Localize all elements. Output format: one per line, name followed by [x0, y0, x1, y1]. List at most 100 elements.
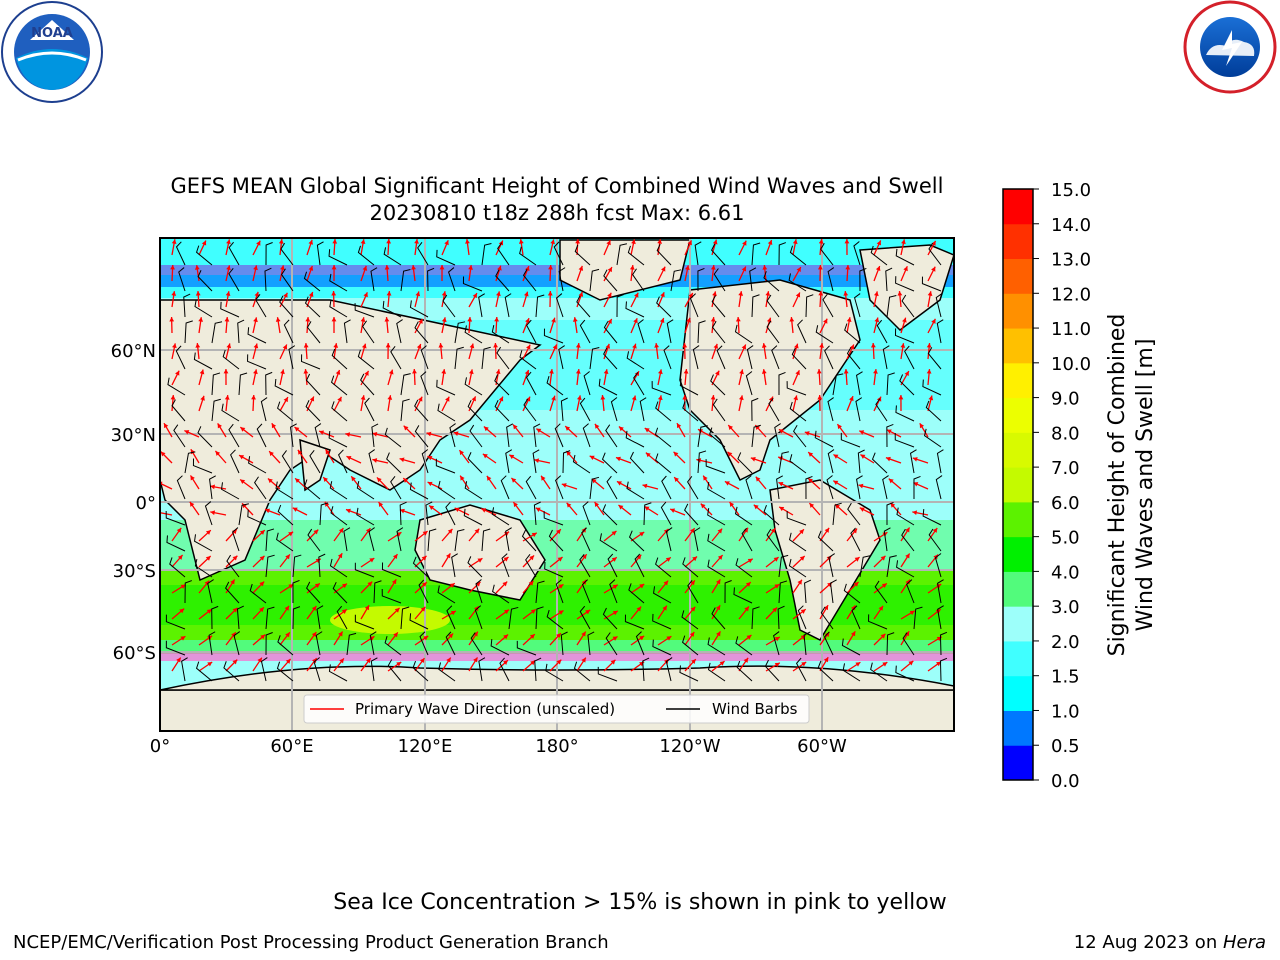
wave-arrow-head: [902, 317, 907, 323]
wave-arrow-head: [890, 502, 896, 508]
wave-arrow-head: [259, 530, 265, 535]
wave-arrow-head: [217, 423, 222, 429]
wave-arrow-head: [594, 502, 600, 508]
wave-arrow-head: [575, 343, 581, 348]
wind-barb: [709, 427, 726, 448]
wave-arrow-head: [615, 456, 621, 462]
wind-barb: [906, 579, 915, 604]
wave-arrow-head: [849, 396, 854, 402]
wind-barb: [656, 243, 672, 266]
wave-arrow-head: [283, 397, 288, 403]
wind-barb: [447, 267, 456, 292]
wave-arrow-head: [259, 607, 264, 613]
wave-arrow-head: [423, 635, 429, 641]
wave-arrow-head: [600, 395, 606, 400]
wind-barb: [736, 660, 753, 682]
wind-barb: [634, 553, 645, 578]
wave-arrow-head: [163, 423, 169, 429]
wind-barb: [573, 661, 591, 682]
wave-arrow-head: [880, 555, 886, 561]
wind-barb: [681, 635, 699, 656]
wave-arrow-head: [297, 449, 303, 455]
wind-barb: [228, 241, 240, 266]
wind-barb: [197, 426, 213, 448]
wind-barb: [655, 557, 672, 578]
wave-arrow-head: [728, 425, 734, 430]
wind-barb: [587, 631, 595, 656]
wave-arrow-head: [345, 508, 351, 514]
wind-barb: [737, 452, 753, 474]
wind-barb: [264, 267, 272, 292]
wave-arrow-head: [360, 395, 366, 400]
wind-barb: [478, 657, 486, 682]
wind-barb: [643, 502, 652, 526]
wind-barb: [260, 397, 268, 422]
wave-arrow-head: [342, 583, 347, 589]
wind-barb: [228, 267, 240, 292]
wave-arrow-head: [345, 432, 351, 437]
wave-arrow-head: [605, 343, 611, 349]
wave-arrow-head: [860, 454, 866, 459]
colorbar-tick-label: 8.0: [1051, 423, 1080, 444]
wind-barb: [478, 293, 485, 318]
wind-barb: [384, 427, 402, 448]
wind-barb: [360, 373, 375, 396]
colorbar-segment: [1003, 432, 1033, 468]
wind-barb: [421, 449, 429, 474]
wind-barb: [602, 504, 618, 526]
wave-arrow-head: [715, 579, 721, 585]
wind-barbs: [165, 241, 948, 682]
wave-arrow-head: [259, 581, 265, 587]
wave-arrow-head: [288, 584, 294, 589]
wind-barb: [828, 553, 835, 578]
lon-tick-label: 180°: [535, 736, 578, 757]
wave-arrow-head: [639, 532, 645, 537]
wind-barb: [181, 657, 188, 682]
wave-arrow-head: [180, 636, 186, 641]
wave-arrow-head: [936, 661, 942, 667]
wind-barb: [331, 401, 348, 422]
footer-date: 12 Aug 2023 on Hera: [1074, 932, 1266, 953]
colorbar-segment: [1003, 293, 1033, 329]
wave-arrow-head: [518, 239, 524, 244]
wave-arrow-head: [170, 395, 176, 400]
wind-barb: [319, 502, 329, 526]
wind-barb: [895, 248, 915, 266]
wave-arrow-head: [931, 240, 936, 246]
wind-barb: [516, 640, 537, 656]
wind-barb: [693, 527, 701, 552]
wave-arrow-head: [753, 504, 759, 510]
wind-barb: [166, 535, 186, 552]
wind-barb: [936, 449, 944, 474]
colorbar-segment: [1003, 467, 1033, 503]
wave-arrow-head: [503, 556, 509, 562]
wind-barb: [694, 241, 702, 266]
wind-barb: [786, 511, 807, 526]
wind-barb: [387, 659, 402, 682]
wind-barb: [751, 242, 761, 266]
wind-barb: [766, 294, 780, 318]
wave-arrow-head: [271, 423, 277, 429]
wind-barb: [746, 345, 754, 370]
wave-arrow-head: [690, 528, 695, 534]
wave-arrow-head: [176, 527, 182, 533]
wind-barb: [896, 507, 915, 526]
wave-arrow-head: [378, 502, 384, 508]
wave-arrow-head: [659, 318, 665, 323]
wave-arrow-head: [427, 481, 433, 487]
wind-barb: [625, 301, 645, 318]
wave-arrow-head: [713, 343, 719, 349]
wave-arrow-head: [789, 317, 795, 322]
wind-barb: [276, 661, 294, 682]
wave-arrow-head: [654, 343, 660, 348]
wave-arrow-head: [881, 583, 887, 588]
wind-barb: [238, 503, 249, 526]
wind-barb: [276, 532, 294, 552]
wave-arrow-head: [369, 558, 375, 563]
wave-arrow-head: [670, 508, 676, 513]
wave-arrow-head: [184, 430, 190, 435]
wave-arrow-head: [200, 395, 205, 401]
wave-arrow-head: [634, 292, 639, 298]
wave-arrow-head: [799, 529, 804, 535]
wave-arrow-head: [618, 505, 624, 510]
